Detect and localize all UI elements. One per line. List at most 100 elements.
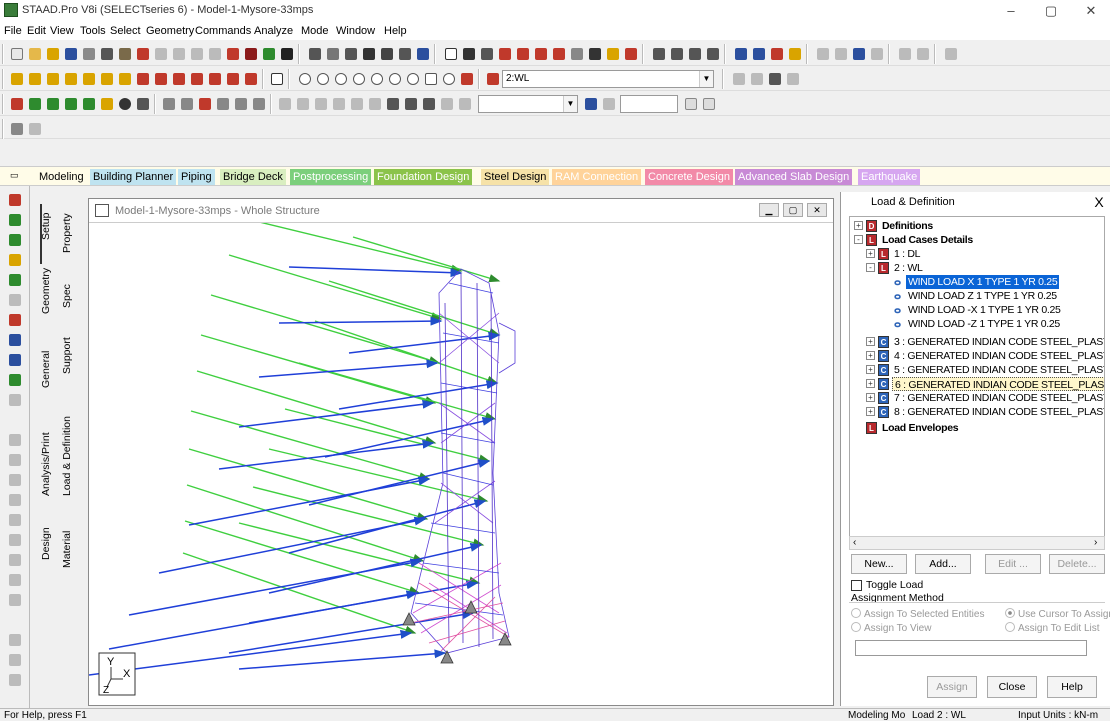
stack-icon[interactable]	[7, 472, 23, 488]
view-from-left-icon[interactable]	[44, 70, 60, 86]
restore-view-icon[interactable]	[784, 70, 800, 86]
export-view-icon[interactable]	[378, 45, 394, 61]
tab-material[interactable]: Material	[61, 530, 73, 568]
pan-icon[interactable]	[404, 70, 420, 86]
maximize-button[interactable]: ▢	[1044, 3, 1058, 18]
zoom-window-icon[interactable]	[296, 70, 312, 86]
cut-icon[interactable]	[98, 45, 114, 61]
mesh-icon[interactable]	[7, 512, 23, 528]
angle-tool-icon[interactable]	[224, 45, 240, 61]
load-arrow-icon[interactable]	[458, 70, 474, 86]
page-setup-icon[interactable]	[342, 45, 358, 61]
property-display-icon[interactable]	[814, 45, 830, 61]
magnify-icon[interactable]	[422, 70, 438, 86]
plate-tool-icon[interactable]	[7, 392, 23, 408]
view-from-back-icon[interactable]	[98, 70, 114, 86]
symbols-icon[interactable]	[568, 45, 584, 61]
radio-assign-view[interactable]: Assign To View	[851, 622, 931, 634]
page-view-icon[interactable]	[730, 70, 746, 86]
surface-cursor-icon[interactable]	[7, 252, 23, 268]
chart-icon[interactable]	[914, 45, 930, 61]
marker-icon[interactable]	[550, 45, 566, 61]
postprocess-icon[interactable]	[668, 45, 684, 61]
tab-load-definition[interactable]: Load & Definition	[61, 416, 73, 496]
tab-piping[interactable]: Piping	[178, 169, 215, 185]
node-tool-icon[interactable]	[460, 45, 476, 61]
tab-property[interactable]: Property	[61, 213, 73, 253]
insert-node-icon[interactable]	[196, 95, 212, 111]
plate-cursor-icon[interactable]	[44, 95, 60, 111]
member-cursor-icon[interactable]	[7, 332, 23, 348]
tree-wind-load-z[interactable]: WIND LOAD Z 1 TYPE 1 YR 0.25	[908, 290, 1057, 302]
tab-foundation-design[interactable]: Foundation Design	[374, 169, 473, 185]
close-icon[interactable]: X	[1094, 194, 1104, 210]
new-button[interactable]: New...	[851, 554, 907, 574]
menu-geometry[interactable]: Geometry	[146, 25, 195, 37]
add-node-icon[interactable]	[7, 372, 23, 388]
help-query-icon[interactable]	[586, 45, 602, 61]
view-close-button[interactable]: ✕	[807, 203, 827, 217]
view-from-right-icon[interactable]	[62, 70, 78, 86]
circle-cursor-icon[interactable]	[116, 95, 132, 111]
3d-rendering-icon[interactable]	[242, 70, 258, 86]
report-icon[interactable]	[242, 45, 258, 61]
tab-steel-design[interactable]: Steel Design	[481, 169, 550, 185]
settings-icon[interactable]	[786, 45, 802, 61]
minimize-button[interactable]: –	[1007, 3, 1015, 18]
tree-horizontal-scrollbar[interactable]: ‹ ›	[849, 536, 1105, 550]
intersect-icon[interactable]	[312, 95, 328, 111]
copy-picture-icon[interactable]	[80, 45, 96, 61]
save-icon[interactable]	[62, 45, 78, 61]
tab-setup[interactable]: Setup	[40, 212, 52, 240]
view-restore-button[interactable]: ▢	[783, 203, 803, 217]
expand-icon[interactable]: +	[866, 379, 875, 388]
radio-assign-edit-list[interactable]: Assign To Edit List	[1005, 622, 1100, 634]
tree-case-4[interactable]: 4 : GENERATED INDIAN CODE STEEL_PLASTIC …	[894, 350, 1105, 362]
whats-this-icon[interactable]	[622, 45, 638, 61]
print-report-icon[interactable]	[396, 45, 412, 61]
radio-use-cursor[interactable]: Use Cursor To Assign	[1005, 608, 1110, 620]
graphics-icon[interactable]	[704, 45, 720, 61]
expand-icon[interactable]: +	[866, 337, 875, 346]
load-table-icon[interactable]	[832, 45, 848, 61]
tree-wind-load-neg-x[interactable]: WIND LOAD -X 1 TYPE 1 YR 0.25	[908, 304, 1061, 316]
zoom-previous-icon[interactable]	[386, 70, 402, 86]
isometric-view-icon[interactable]	[116, 70, 132, 86]
add-beam-icon[interactable]	[294, 95, 310, 111]
number-field[interactable]	[620, 95, 678, 113]
close-window-button[interactable]: ✕	[1085, 3, 1097, 18]
view-from-front-icon[interactable]	[26, 70, 42, 86]
beam-cursor-icon[interactable]	[8, 95, 24, 111]
connect-beams-icon[interactable]	[250, 95, 266, 111]
menu-mode[interactable]: Mode	[301, 25, 329, 37]
tab-advanced-slab-design[interactable]: Advanced Slab Design	[735, 169, 853, 185]
tree-definitions[interactable]: Definitions	[882, 220, 933, 232]
grid-icon[interactable]	[7, 552, 23, 568]
tree-case-3[interactable]: 3 : GENERATED INDIAN CODE STEEL_PLASTIC …	[894, 336, 1105, 348]
rectangle-select-icon[interactable]	[442, 45, 458, 61]
plate-cursor-icon[interactable]	[7, 232, 23, 248]
query-icon[interactable]	[600, 95, 616, 111]
zoom-extents-icon[interactable]	[368, 70, 384, 86]
rotate-right-icon[interactable]	[188, 70, 204, 86]
tab-spec[interactable]: Spec	[61, 284, 73, 308]
generate-plate-icon[interactable]	[384, 95, 400, 111]
frame-icon[interactable]	[732, 45, 748, 61]
zoom-in-icon[interactable]	[314, 70, 330, 86]
tree-case-8[interactable]: 8 : GENERATED INDIAN CODE STEEL_PLASTIC …	[894, 406, 1105, 418]
expand-icon[interactable]: +	[866, 351, 875, 360]
scroll-right-icon[interactable]: ›	[1094, 537, 1098, 548]
redo-alt-icon[interactable]	[188, 45, 204, 61]
tree-case-2[interactable]: 2 : WL	[894, 262, 923, 274]
node-cursor-icon[interactable]	[26, 95, 42, 111]
section-icon[interactable]	[868, 45, 884, 61]
beam-tool-icon[interactable]	[276, 95, 292, 111]
tab-geometry[interactable]: Geometry	[40, 267, 52, 315]
paste-icon[interactable]	[116, 45, 132, 61]
spinner-icon[interactable]	[682, 95, 698, 111]
search-icon[interactable]	[440, 70, 456, 86]
edit-tool-icon[interactable]	[7, 592, 23, 608]
collapse-icon[interactable]: -	[866, 263, 875, 272]
geometry-cursor-icon[interactable]	[7, 292, 23, 308]
distance-icon[interactable]	[532, 45, 548, 61]
